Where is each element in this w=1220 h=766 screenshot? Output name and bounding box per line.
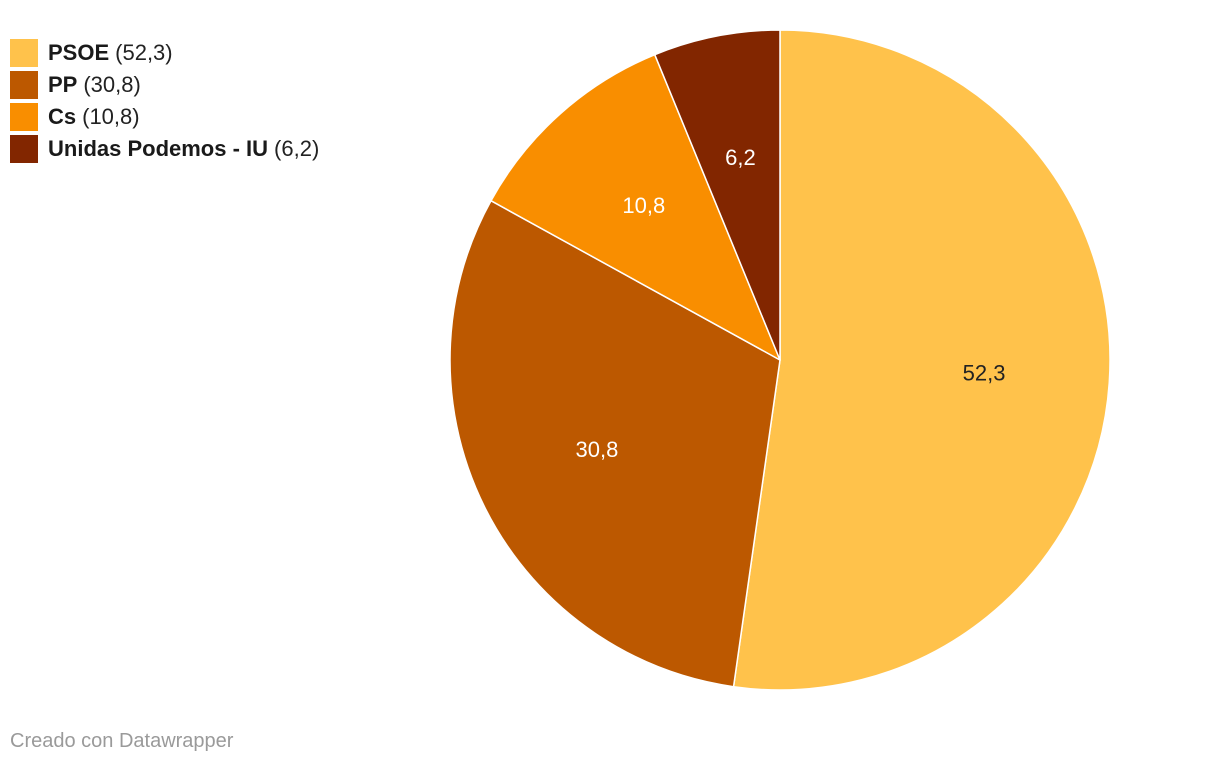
legend-swatch: [10, 39, 38, 67]
chart-legend: PSOE (52,3) PP (30,8) Cs (10,8) Unidas Podemos…: [10, 37, 319, 165]
legend-label: Cs: [48, 104, 77, 129]
pie-slice-label: 52,3: [963, 360, 1006, 385]
legend-item: PSOE (52,3): [10, 37, 319, 69]
legend-label: PSOE: [48, 40, 110, 65]
legend-label: Unidas Podemos - IU: [48, 136, 269, 161]
legend-value: (52,3): [115, 40, 173, 65]
legend-swatch: [10, 135, 38, 163]
pie-slice-label: 6,2: [725, 145, 756, 170]
pie-slices: [449, 29, 1111, 691]
pie-slice-label: 10,8: [622, 193, 665, 218]
pie-slice-labels: 52,3 30,8 10,8 6,2: [576, 145, 1006, 462]
datawrapper-credit: Creado con Datawrapper: [10, 730, 234, 752]
legend-value: (6,2): [274, 136, 320, 161]
pie-slice: [732, 29, 1111, 691]
legend-swatch: [10, 103, 38, 131]
pie-slice: [490, 53, 781, 361]
legend-label: PP: [48, 72, 78, 97]
pie-slice-label: 30,8: [576, 437, 619, 462]
pie-slice: [654, 29, 781, 361]
legend-item: Cs (10,8): [10, 101, 319, 133]
legend-swatch: [10, 71, 38, 99]
legend-value: (30,8): [83, 72, 141, 97]
legend-item: PP (30,8): [10, 69, 319, 101]
legend-value: (10,8): [82, 104, 140, 129]
legend-item: Unidas Podemos - IU (6,2): [10, 133, 319, 165]
pie-slice: [449, 199, 781, 688]
